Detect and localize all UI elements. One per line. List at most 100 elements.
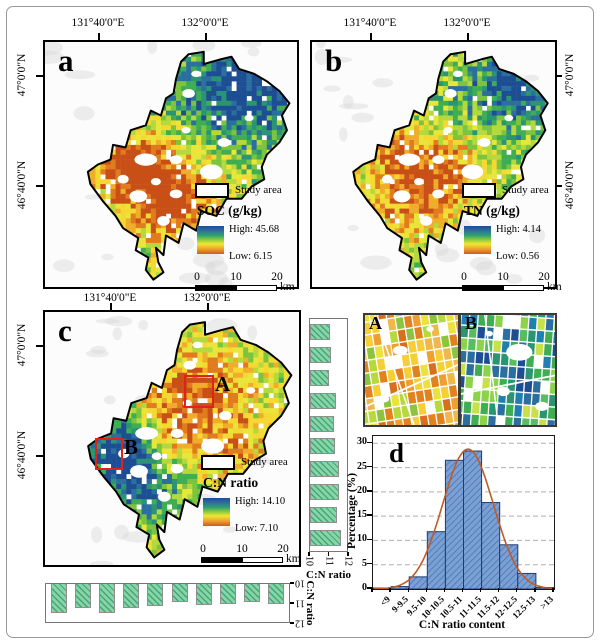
scalebar: 0 10 20 km [461, 270, 562, 294]
soc-low-label: Low: 6.15 [229, 250, 273, 262]
hist-y-tick-label: 0 [362, 582, 367, 593]
latitude-cn-bar [310, 346, 332, 363]
map-panel-c: c A B Study area C:N ratio High: 14.10 L… [43, 310, 301, 567]
cn-low-label: Low: 7.10 [235, 522, 279, 534]
strip-bottom-tick [290, 602, 294, 604]
hist-y-tick [367, 587, 372, 589]
zoom-inset-a: A [363, 313, 460, 427]
scalebar-20: 20 [271, 270, 283, 283]
strip-right-tick [347, 552, 349, 556]
histogram-x-title: C:N ratio content [418, 619, 506, 631]
scalebar-white-segment [503, 284, 544, 291]
panel-a-legend: Study area SOC (g/kg) High: 45.68 Low: 6… [194, 183, 295, 294]
histogram-panel-d: d [372, 435, 555, 590]
hist-y-tick [367, 490, 372, 492]
inset-b-label: B [465, 313, 478, 333]
panel-d-label: d [389, 438, 405, 468]
panel-c-lon-tick-1 [110, 303, 112, 310]
hist-y-tick-label: 15 [357, 509, 367, 521]
scalebar: 0 10 20 km [200, 542, 301, 566]
tn-low-label: Low: 0.56 [496, 250, 540, 262]
cn-legend-title: C:N ratio [203, 475, 259, 490]
panel-a-lon-tick-1 [98, 33, 100, 40]
panel-c-legend: Study area C:N ratio High: 14.10 Low: 7.… [200, 455, 301, 566]
panel-c-lon-tick-2 [207, 303, 209, 310]
histogram-plot [373, 442, 554, 589]
scalebar: 0 10 20 km [194, 270, 295, 294]
panel-a-lat-tick-1 [36, 75, 43, 77]
hist-x-tick [552, 588, 554, 592]
panel-a-lon-tick-2 [205, 33, 207, 40]
strip-bottom-tick [290, 582, 294, 584]
scalebar-20: 20 [538, 270, 550, 283]
latitude-cn-bar [310, 415, 335, 432]
hist-x-tick [425, 588, 427, 592]
scalebar-0: 0 [194, 270, 200, 283]
hist-y-tick-label: 10 [357, 533, 367, 545]
scalebar-0: 0 [461, 270, 467, 283]
color-ramp [203, 497, 230, 526]
longitude-cn-bar [147, 584, 164, 606]
color-ramp [197, 225, 224, 254]
hist-x-tick [371, 588, 373, 592]
scalebar-white-segment [242, 556, 283, 563]
panel-c-lon-label-2: 132°0'0"E [183, 292, 231, 304]
zoom-inset-b: B [459, 313, 557, 427]
panel-b-lon-tick-1 [370, 33, 372, 40]
inset-a-extent-label: A [215, 372, 231, 396]
cn-ratio-latitude-strip-chart [309, 318, 348, 552]
inset-b-raster [461, 315, 555, 425]
panel-c-label: c [58, 313, 72, 348]
hist-y-tick [367, 465, 372, 468]
longitude-cn-bar [99, 584, 116, 614]
hist-y-tick [367, 563, 372, 565]
hist-x-tick [516, 588, 518, 592]
scalebar-10: 10 [497, 270, 509, 283]
longitude-cn-bar [243, 584, 260, 603]
scalebar-20: 20 [277, 542, 289, 555]
tn-legend-title: TN (g/kg) [464, 203, 520, 218]
longitude-cn-bar [195, 584, 212, 605]
map-raster-tn [314, 42, 555, 284]
hist-y-tick [367, 514, 372, 516]
study-area-label: Study area [235, 183, 282, 196]
hist-y-tick-label: 25 [357, 460, 367, 472]
panel-a-lon-label-2: 132°0'0"E [181, 17, 229, 29]
hist-x-tick [479, 588, 482, 592]
scalebar-10: 10 [236, 542, 248, 555]
study-area-label: Study area [241, 455, 288, 468]
map-raster-soc [45, 42, 297, 287]
latitude-cn-bar [310, 529, 342, 546]
hist-x-tick [407, 588, 409, 592]
latitude-cn-bar [310, 484, 339, 501]
study-area-label: Study area [502, 183, 549, 196]
hist-y-tick [367, 441, 372, 443]
panel-b-lat-label-2: 46°40'0"N [564, 160, 576, 210]
panel-a-lat-label-2: 46°40'0"N [16, 160, 28, 210]
scalebar-white-segment [236, 284, 277, 291]
latitude-cn-bar [310, 461, 339, 478]
panel-b-lat-label-1: 47°0'0"N [564, 53, 576, 97]
hist-x-tick [461, 588, 464, 592]
latitude-cn-bar [310, 369, 329, 386]
hist-y-tick [367, 538, 372, 541]
inset-a-label: A [369, 313, 382, 333]
hist-x-tick [498, 588, 500, 592]
panel-b-lon-label-2: 132°0'0"E [443, 17, 491, 29]
strip-right-tick [327, 552, 330, 556]
scalebar-0: 0 [200, 542, 206, 555]
panel-b-lon-label-1: 131°40'0"E [343, 17, 397, 29]
longitude-cn-bar [51, 584, 67, 614]
panel-c-lat-label-1: 47°0'0"N [16, 323, 28, 367]
longitude-cn-bar [75, 584, 92, 608]
strip-right-tick-label: 11 [323, 556, 334, 566]
panel-a-lat-tick-2 [36, 185, 43, 187]
strip-bottom-tick [290, 622, 294, 624]
scalebar-unit: km [286, 552, 301, 565]
hist-y-tick-label: 20 [357, 484, 367, 496]
latitude-cn-bar [310, 507, 337, 523]
hist-x-tick [389, 588, 391, 592]
strip-bottom-axis-title: C:N ratio [304, 580, 316, 626]
panel-b-legend: Study area TN (g/kg) High: 4.14 Low: 0.5… [461, 183, 562, 294]
